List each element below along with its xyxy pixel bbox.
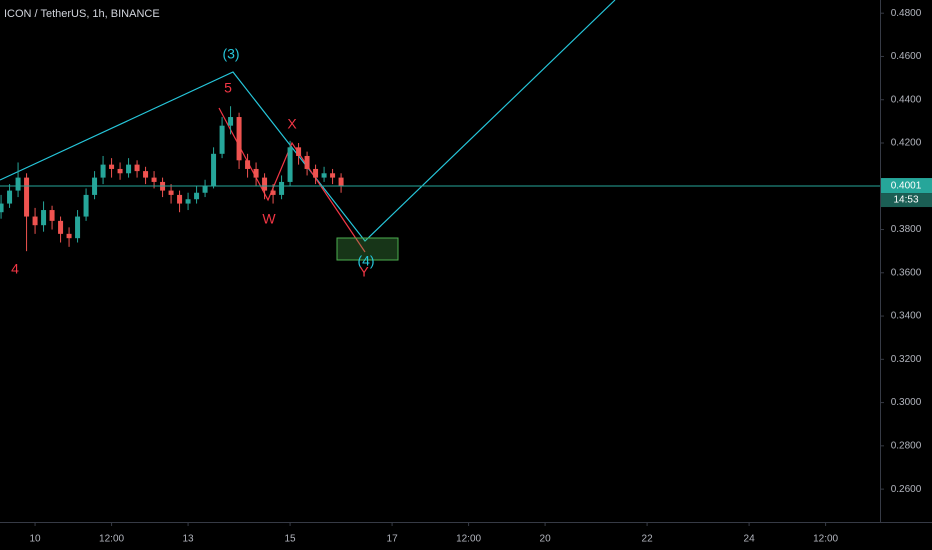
y-tick-label: 0.4400 [891, 94, 922, 105]
candle-body [245, 160, 251, 169]
candle-body [143, 171, 149, 178]
y-tick-label: 0.2800 [891, 440, 922, 451]
y-tick-label: 0.3800 [891, 224, 922, 235]
candle-body [270, 190, 276, 195]
candle-body [66, 233, 72, 239]
candle-body [100, 164, 106, 178]
wave-label: 5 [224, 80, 232, 96]
candle-body [75, 216, 81, 239]
last-price-label: 0.4001 [891, 181, 922, 192]
candle-body [109, 164, 115, 169]
candle-body [151, 177, 157, 182]
x-tick-label: 10 [30, 534, 42, 545]
target-zone [336, 237, 399, 261]
candle-body [7, 190, 13, 204]
candle-body [126, 164, 132, 174]
wave-label: (3) [222, 46, 239, 62]
candle-body [211, 153, 217, 187]
candle-body [321, 173, 327, 178]
y-tick-label: 0.3200 [891, 354, 922, 365]
wave-label: 4 [11, 261, 19, 277]
y-tick-label: 0.4800 [891, 8, 922, 19]
x-tick-label: 17 [387, 534, 399, 545]
candle-body [253, 168, 259, 178]
candle-body [15, 177, 21, 191]
x-tick-label: 12:00 [99, 534, 124, 545]
candle-body [202, 186, 208, 193]
wave-line-red [218, 107, 366, 253]
x-tick-label: 13 [183, 534, 195, 545]
candle-body [262, 177, 268, 191]
candle-body [0, 203, 4, 213]
candle-body [134, 164, 140, 172]
x-tick-label: 20 [540, 534, 552, 545]
candle-body [194, 192, 200, 200]
y-tick-label: 0.3400 [891, 311, 922, 322]
candle-body [185, 199, 191, 204]
x-tick-label: 12:00 [813, 534, 838, 545]
y-tick-label: 0.4200 [891, 138, 922, 149]
candle-body [296, 147, 302, 156]
candle-body [219, 125, 225, 154]
chart-title: ICON / TetherUS, 1h, BINANCE [4, 8, 160, 20]
y-tick-label: 0.3600 [891, 267, 922, 278]
candle-body [41, 210, 47, 226]
candle-body [83, 194, 89, 217]
candle-body [279, 181, 285, 195]
candle-body [287, 147, 293, 182]
wave-label: X [287, 116, 297, 132]
candle-body [177, 194, 183, 204]
x-tick-label: 24 [744, 534, 756, 545]
candle-body [338, 177, 344, 187]
candle-body [168, 190, 174, 195]
candle-body [330, 173, 336, 178]
countdown-label: 14:53 [893, 195, 918, 206]
x-tick-label: 22 [642, 534, 654, 545]
candle-body [304, 155, 310, 169]
candle-body [313, 168, 319, 178]
y-tick-label: 0.4600 [891, 51, 922, 62]
y-tick-label: 0.3000 [891, 397, 922, 408]
candle-body [117, 168, 123, 174]
wave-label: (4) [357, 253, 374, 269]
candle-body [58, 220, 64, 234]
countdown-box [881, 193, 932, 208]
candle-body [49, 210, 55, 221]
last-price-box [881, 178, 932, 194]
candle-body [32, 216, 38, 226]
wave-label: Y [359, 264, 369, 280]
candle-body [236, 117, 242, 161]
candle-body [24, 177, 30, 217]
y-tick-label: 0.2600 [891, 484, 922, 495]
wave-label: W [262, 211, 276, 227]
x-tick-label: 15 [285, 534, 297, 545]
candle-body [228, 117, 234, 126]
x-tick-label: 12:00 [456, 534, 481, 545]
